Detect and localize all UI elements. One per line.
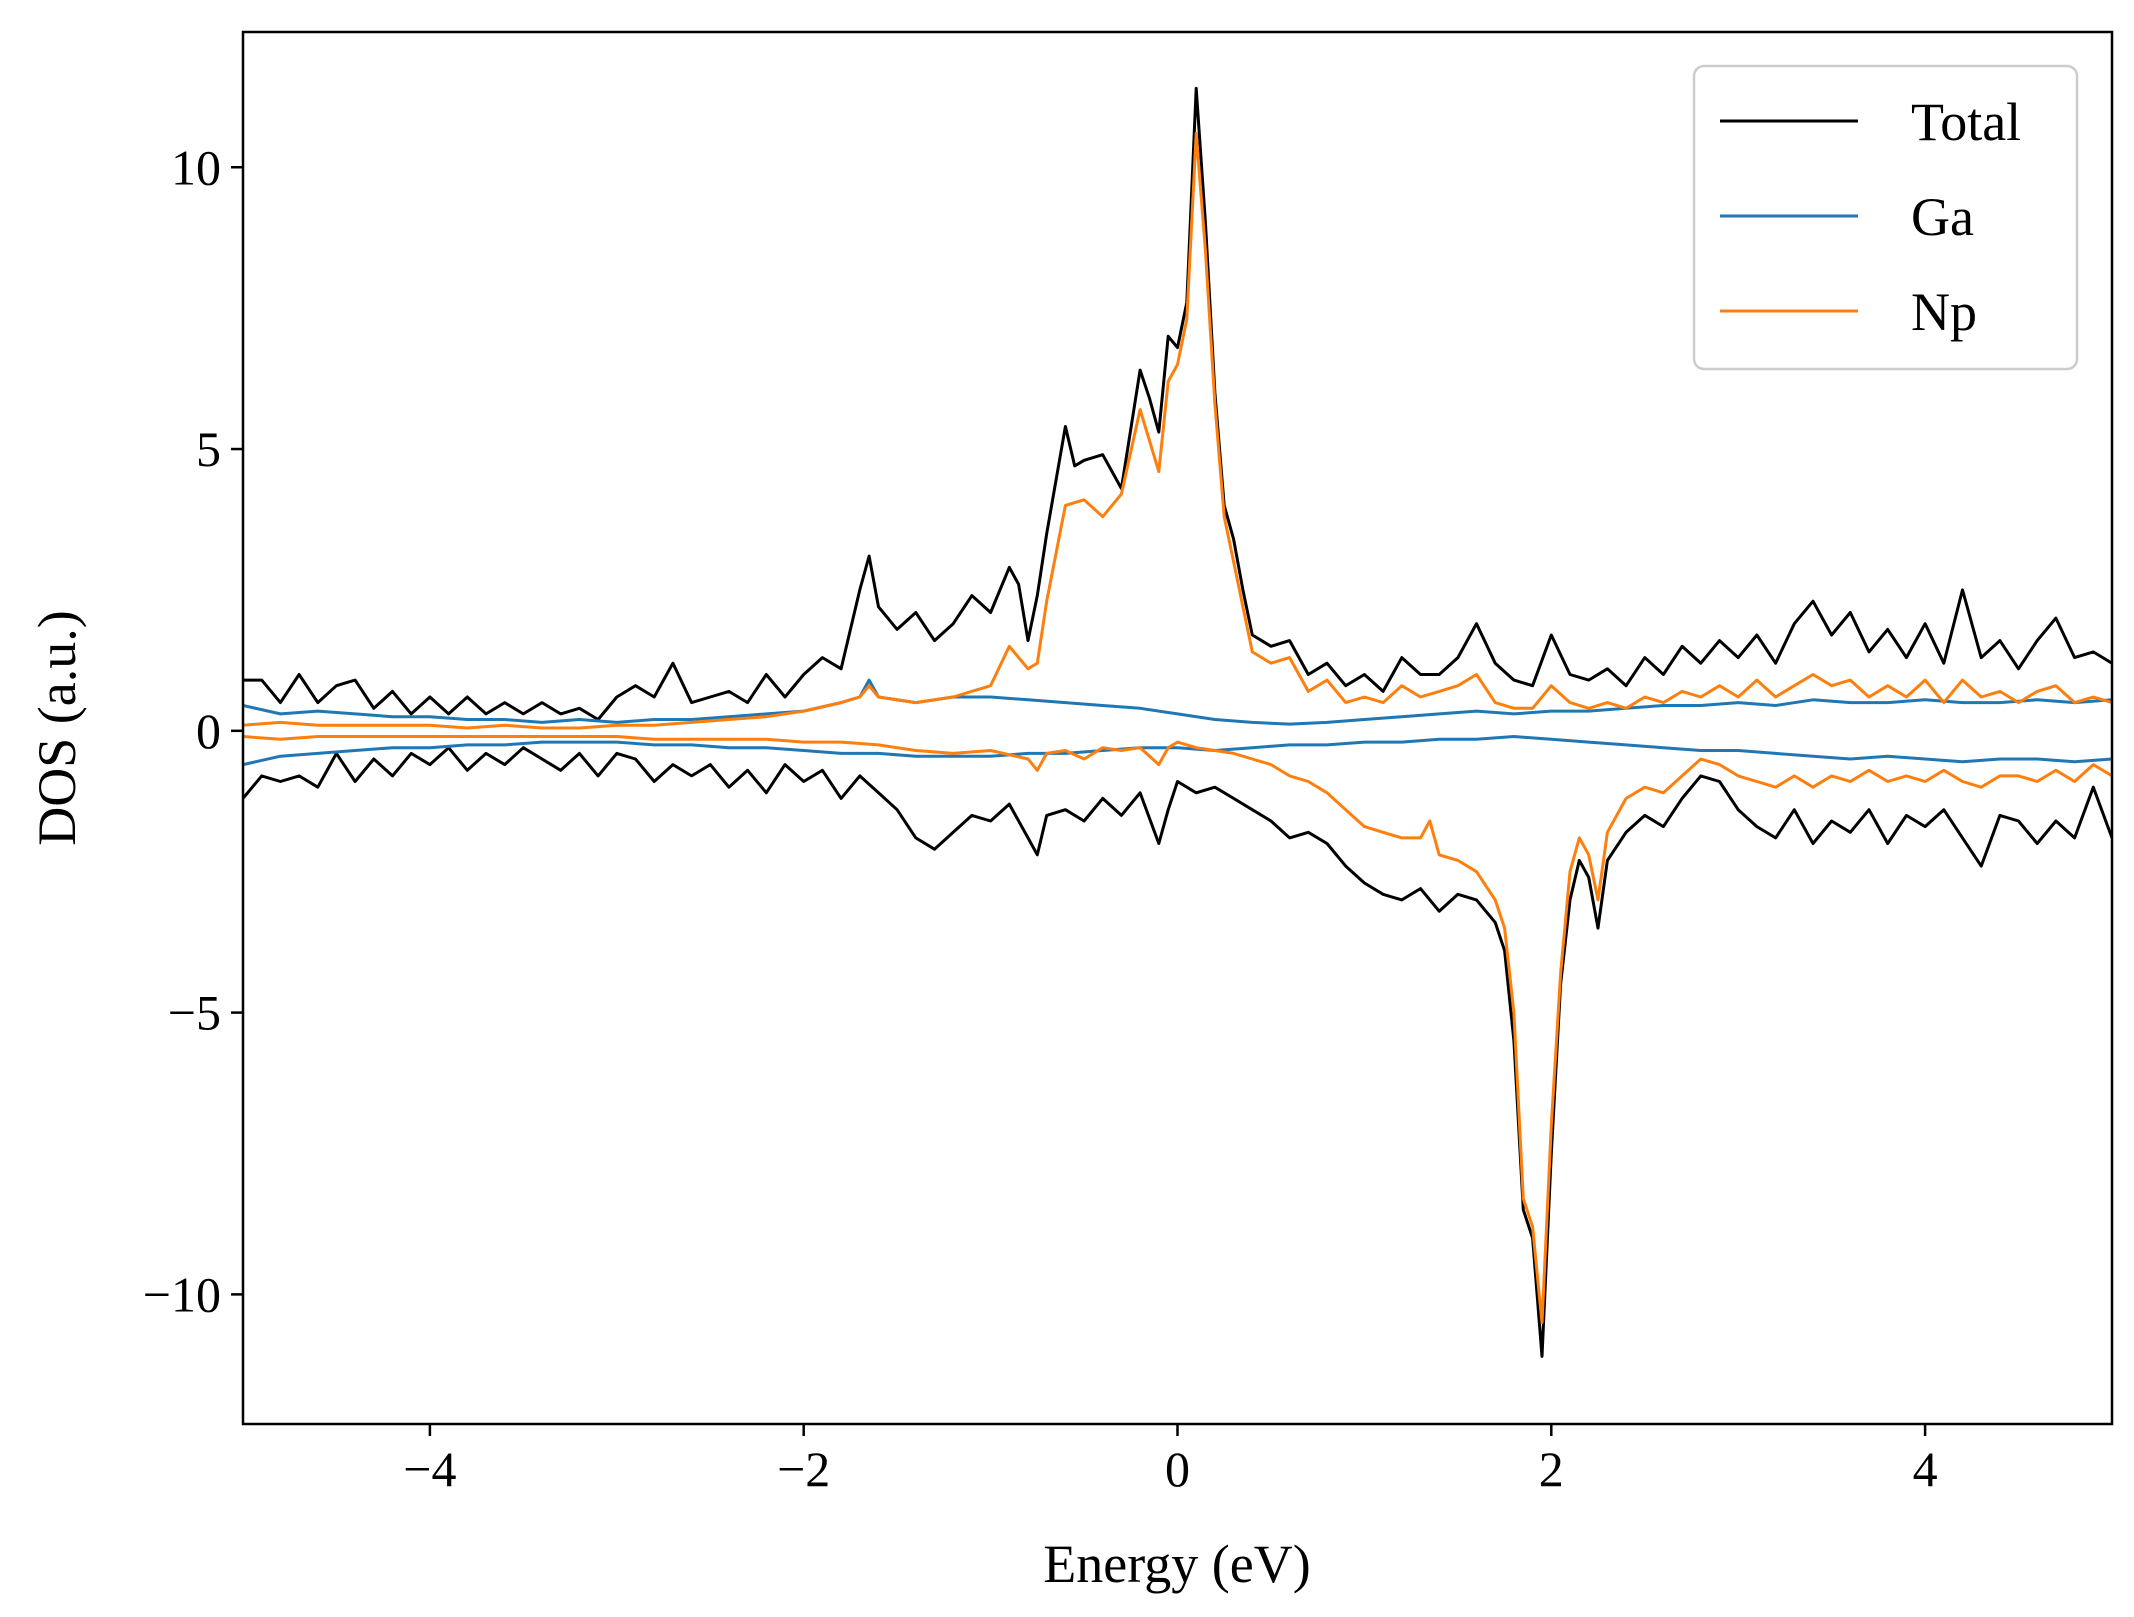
x-tick-label: 0 <box>1165 1441 1190 1497</box>
y-axis-title: DOS (a.u.) <box>27 610 87 845</box>
y-tick-label: 0 <box>196 703 221 759</box>
x-tick-label: −4 <box>403 1441 456 1497</box>
series-line-np-up <box>243 131 2112 730</box>
x-tick-label: 4 <box>1913 1441 1938 1497</box>
x-tick-label: −2 <box>777 1441 830 1497</box>
x-axis-title: Energy (eV) <box>1043 1534 1310 1594</box>
x-tick-label: 2 <box>1539 1441 1564 1497</box>
legend-label-np: Np <box>1911 282 1977 342</box>
legend-label-total: Total <box>1911 92 2021 152</box>
series-layer <box>243 86 2112 1358</box>
series-line-total-up <box>243 86 2112 721</box>
x-axis-ticks: −4 −2 0 2 4 <box>403 1424 1938 1497</box>
series-line-np-down <box>243 735 2112 1325</box>
y-tick-label: 10 <box>171 139 221 195</box>
legend: Total Ga Np <box>1692 64 2079 371</box>
y-tick-label: −10 <box>143 1266 221 1322</box>
y-axis-ticks: −10 −5 0 5 10 <box>143 139 243 1322</box>
legend-label-ga: Ga <box>1911 187 1974 247</box>
y-tick-label: −5 <box>168 985 221 1041</box>
series-line-ga-up <box>243 678 2112 726</box>
series-line-total-down <box>243 746 2112 1358</box>
y-tick-label: 5 <box>196 421 221 477</box>
legend-box <box>1692 64 2079 371</box>
series-line-ga-down <box>243 735 2112 767</box>
